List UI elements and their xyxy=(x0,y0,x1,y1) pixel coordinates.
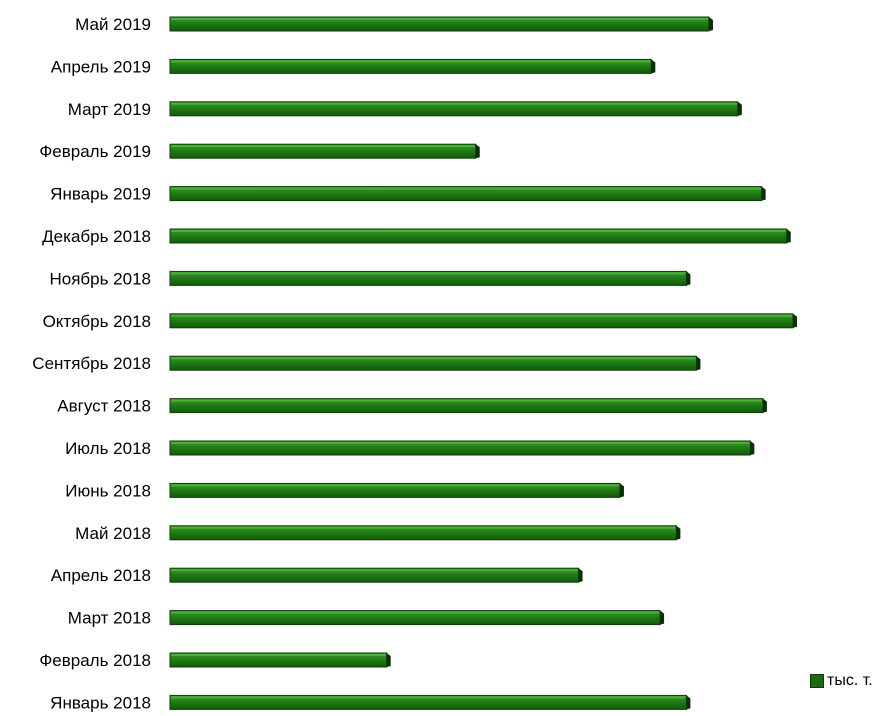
bar-highlight xyxy=(171,357,696,360)
bar xyxy=(169,610,665,626)
category-label: Май 2019 xyxy=(75,15,151,34)
bar-end-cap xyxy=(750,441,755,455)
bar-end-cap xyxy=(762,398,767,413)
bar-highlight xyxy=(171,230,786,232)
legend: тыс. т. xyxy=(810,672,873,690)
bar-highlight xyxy=(171,187,761,190)
bar xyxy=(169,355,701,371)
bar-end-cap xyxy=(619,483,624,498)
category-labels: Май 2019 Апрель 2019 Март 2019 Февраль 2019… xyxy=(32,15,151,712)
bar-end-cap xyxy=(475,144,480,159)
category-label: Декабрь 2018 xyxy=(42,227,151,246)
category-label: Май 2018 xyxy=(75,524,151,543)
bar xyxy=(169,398,767,414)
bar xyxy=(169,101,742,117)
bar-highlight xyxy=(171,399,762,402)
bar xyxy=(169,440,755,456)
bars xyxy=(169,16,797,710)
bar xyxy=(169,313,797,329)
bar xyxy=(169,58,656,74)
bar-end-cap xyxy=(578,568,583,583)
bar-end-cap xyxy=(696,356,701,371)
category-label: Апрель 2019 xyxy=(51,57,151,76)
legend-swatch xyxy=(810,674,824,688)
bar-highlight xyxy=(171,569,578,572)
bar-end-cap xyxy=(786,229,791,243)
category-label: Февраль 2019 xyxy=(39,142,151,161)
category-label: Январь 2019 xyxy=(50,185,151,204)
category-label: Сентябрь 2018 xyxy=(32,354,151,373)
bar xyxy=(169,567,583,583)
bar-highlight xyxy=(171,442,750,444)
bar-end-cap xyxy=(708,17,713,31)
bar-end-cap xyxy=(737,101,742,116)
bar xyxy=(169,270,691,286)
bar xyxy=(169,16,713,32)
category-label: Апрель 2018 xyxy=(51,566,151,585)
category-label: Октябрь 2018 xyxy=(43,312,151,331)
legend-label: тыс. т. xyxy=(827,672,873,689)
bar-end-cap xyxy=(686,695,691,710)
category-label: Июнь 2018 xyxy=(65,481,151,500)
bar xyxy=(169,525,681,541)
bar-highlight xyxy=(171,484,619,487)
bar-highlight xyxy=(171,314,792,317)
bar xyxy=(169,482,624,498)
category-label: Март 2019 xyxy=(68,100,151,119)
bar-highlight xyxy=(171,60,651,63)
bar xyxy=(169,186,766,202)
category-label: Январь 2018 xyxy=(50,693,151,712)
bar-highlight xyxy=(171,654,386,656)
bar-highlight xyxy=(171,145,475,148)
category-label: Ноябрь 2018 xyxy=(49,269,151,288)
bar-highlight xyxy=(171,526,676,529)
bar-highlight xyxy=(171,272,686,275)
bar xyxy=(169,143,480,159)
category-label: Август 2018 xyxy=(57,397,151,416)
category-label: Июль 2018 xyxy=(65,439,151,458)
bar-highlight xyxy=(171,102,737,105)
bar-end-cap xyxy=(651,59,656,74)
bar xyxy=(169,228,791,244)
bar-end-cap xyxy=(686,271,691,286)
category-label: Февраль 2018 xyxy=(39,651,151,670)
bar-end-cap xyxy=(761,186,766,201)
bar-end-cap xyxy=(386,653,391,667)
bar-highlight xyxy=(171,696,686,699)
bar-highlight xyxy=(171,18,708,20)
bar-end-cap xyxy=(676,525,681,540)
bar-end-cap xyxy=(793,313,797,328)
bar xyxy=(169,694,691,710)
bar xyxy=(169,652,391,668)
bar-body xyxy=(169,652,388,668)
bar-highlight xyxy=(171,611,660,614)
category-label: Март 2018 xyxy=(68,609,151,628)
bar-end-cap xyxy=(660,610,665,625)
